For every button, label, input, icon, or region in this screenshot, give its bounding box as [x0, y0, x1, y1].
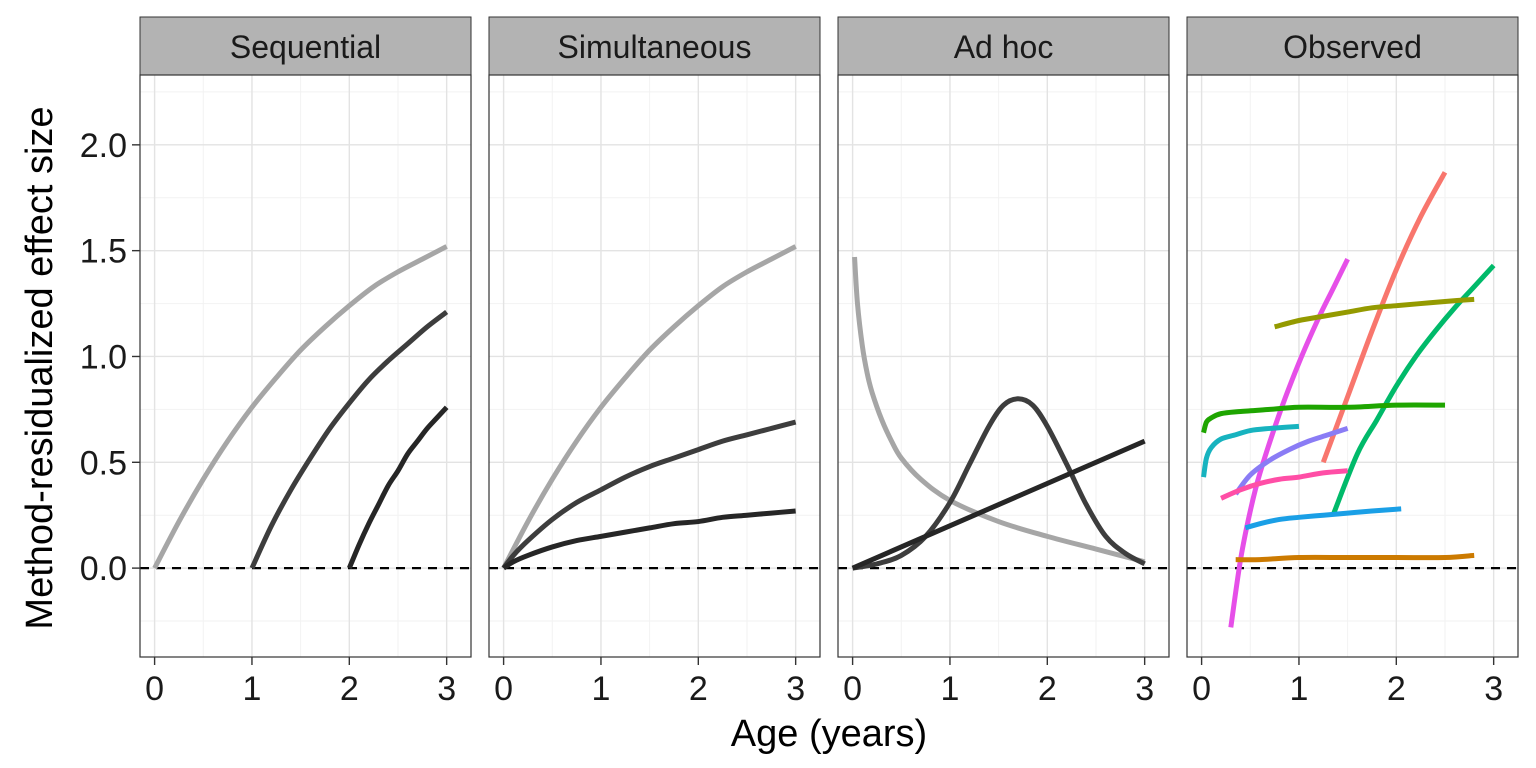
series-line-2	[501, 419, 797, 570]
panel-title: Simultaneous	[558, 29, 752, 65]
y-tick-label: 0.5	[80, 444, 127, 482]
x-tick-label: 3	[437, 670, 456, 708]
series-line-3	[1330, 263, 1496, 517]
y-tick-label: 0.0	[80, 550, 127, 588]
series-group	[851, 256, 1146, 571]
series-line-1	[852, 256, 1146, 565]
series-line-3	[347, 405, 449, 570]
y-tick-label: 1.5	[80, 233, 127, 271]
x-tick-label: 3	[786, 670, 805, 708]
x-tick-label: 0	[843, 670, 862, 708]
x-tick-label: 0	[494, 670, 513, 708]
series-line-2	[1228, 258, 1350, 628]
series-line-1	[501, 244, 797, 570]
series-line-3	[851, 438, 1146, 571]
series-line-1	[152, 244, 448, 570]
panel-border	[837, 74, 1170, 658]
panel-strip	[1186, 16, 1519, 76]
x-tick-label: 2	[689, 670, 708, 708]
panel-ad-hoc: Ad hoc 0 1 2 3	[837, 16, 1170, 708]
series-line-3	[502, 508, 796, 571]
panel-observed: Observed 0 1 2 3	[1186, 16, 1519, 708]
series-line-2	[852, 396, 1146, 571]
series-line-10	[1235, 552, 1475, 563]
x-tick-label: 2	[1038, 670, 1057, 708]
panel-sequential: Sequential 0 1 2 3	[139, 16, 472, 708]
series-group	[1201, 171, 1496, 628]
series-line-7	[1233, 426, 1349, 496]
x-axis-title: Age (years)	[731, 713, 927, 755]
series-line-9	[1244, 506, 1402, 531]
series-group	[152, 244, 449, 570]
y-tick-label: 1.0	[80, 338, 127, 376]
y-tick-label: 2.0	[80, 127, 127, 165]
x-tick-label: 0	[1192, 670, 1211, 708]
panel-title: Ad hoc	[954, 29, 1054, 65]
x-tick-label: 1	[940, 670, 959, 708]
panel-background	[838, 75, 1169, 657]
x-tick-label: 1	[591, 670, 610, 708]
series-line-8	[1220, 468, 1348, 501]
panel-background	[140, 75, 471, 657]
x-tick-label: 0	[145, 670, 164, 708]
panel-title: Observed	[1283, 29, 1422, 65]
panel-strip	[837, 16, 1170, 76]
panel-border	[488, 74, 821, 658]
x-tick-label: 1	[242, 670, 261, 708]
x-tick-label: 3	[1484, 670, 1503, 708]
panel-strip	[488, 16, 821, 76]
y-axis: 0.0 0.5 1.0 1.5 2.0	[80, 127, 140, 588]
panel-strip	[139, 16, 472, 76]
panel-background	[489, 75, 820, 657]
panel-title: Sequential	[230, 29, 381, 65]
series-line-6	[1201, 423, 1300, 478]
x-tick-label: 2	[1387, 670, 1406, 708]
panel-border	[1186, 74, 1519, 658]
series-line-4	[1273, 296, 1475, 330]
y-axis-title: Method-residualized effect size	[19, 106, 61, 629]
chart-panels: Sequential 0 1 2 3 Simultaneous 0 1 2 3 Ad hoc 0 1 2 3…	[139, 16, 1519, 708]
panel-simultaneous: Simultaneous 0 1 2 3	[488, 16, 821, 708]
x-tick-label: 1	[1289, 670, 1308, 708]
x-tick-label: 2	[340, 670, 359, 708]
series-line-2	[249, 310, 449, 570]
panel-border	[139, 74, 472, 658]
x-tick-label: 3	[1135, 670, 1154, 708]
series-group	[501, 244, 797, 571]
series-line-5	[1201, 402, 1445, 434]
